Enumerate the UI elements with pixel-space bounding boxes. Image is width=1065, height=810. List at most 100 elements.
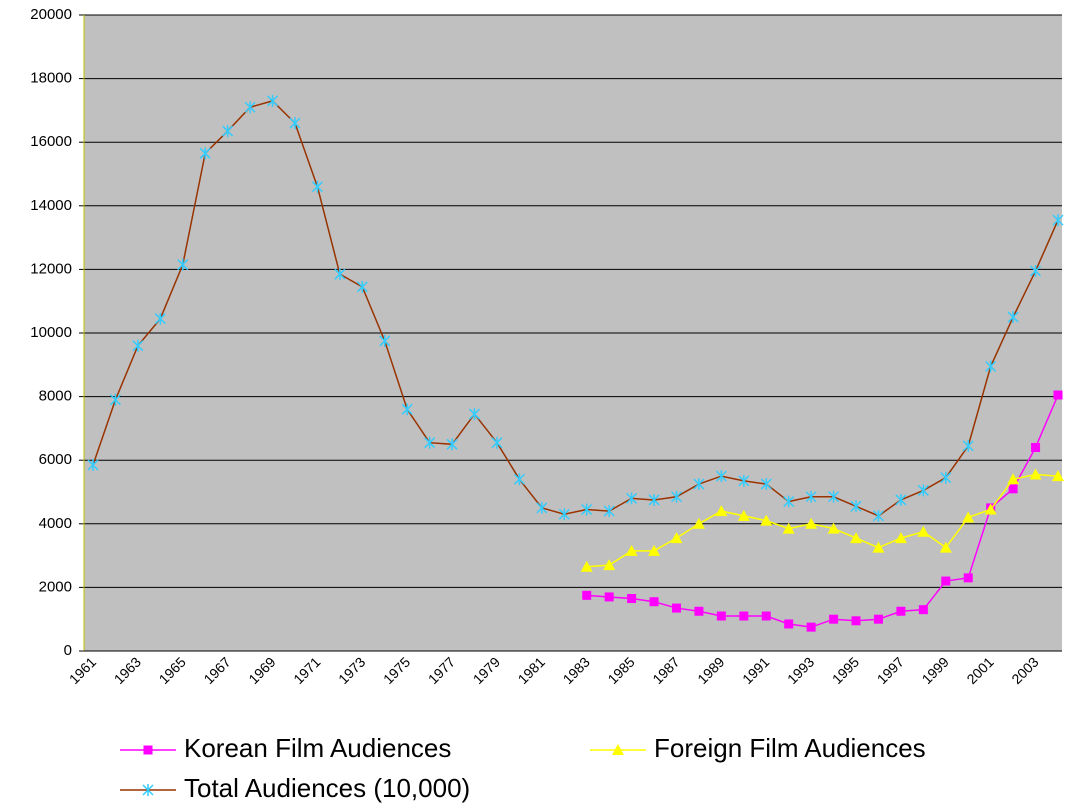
y-tick-label: 18000 (30, 70, 72, 87)
marker (805, 517, 818, 529)
marker (918, 605, 928, 615)
x-tick-label: 1983 (559, 654, 592, 687)
y-tick-label: 8000 (39, 388, 72, 405)
x-tick-label: 1989 (694, 654, 727, 687)
marker (984, 503, 997, 515)
marker (760, 478, 772, 491)
marker (603, 559, 616, 571)
marker (962, 439, 974, 452)
y-tick-label: 14000 (30, 197, 72, 214)
marker (827, 522, 840, 534)
marker (649, 597, 659, 607)
marker (109, 393, 121, 406)
marker (604, 592, 614, 602)
marker (1031, 442, 1041, 452)
marker (693, 478, 705, 491)
marker (1052, 470, 1064, 482)
marker (739, 611, 749, 621)
legend-label: Korean Film Audiences (184, 733, 451, 763)
marker (199, 147, 211, 160)
marker (805, 490, 817, 503)
y-tick-label: 16000 (30, 133, 72, 150)
marker (694, 606, 704, 616)
marker (491, 436, 503, 449)
marker (334, 268, 346, 281)
x-tick-label: 1993 (784, 654, 817, 687)
marker (670, 490, 683, 503)
marker (806, 622, 816, 632)
marker (895, 493, 907, 506)
marker (379, 334, 391, 347)
marker (715, 505, 728, 517)
marker (872, 509, 884, 522)
marker (829, 614, 839, 624)
marker (692, 517, 705, 529)
marker (627, 594, 637, 604)
x-tick-label: 1971 (290, 654, 323, 687)
x-tick-label: 1991 (739, 654, 772, 687)
marker (87, 458, 99, 471)
marker (1053, 390, 1063, 400)
marker (142, 784, 154, 796)
marker (1029, 468, 1042, 480)
marker (424, 436, 436, 449)
y-tick-label: 20000 (30, 6, 72, 23)
y-tick-label: 4000 (39, 515, 72, 532)
y-tick-label: 10000 (30, 324, 72, 341)
marker (851, 616, 861, 626)
marker (177, 258, 189, 271)
marker (784, 619, 794, 629)
x-tick-label: 1997 (874, 654, 907, 687)
marker (985, 360, 997, 373)
marker (513, 473, 525, 486)
series-line (586, 473, 1059, 568)
y-tick-label: 12000 (30, 260, 72, 277)
marker (873, 614, 883, 624)
marker (783, 495, 795, 508)
marker (850, 500, 862, 513)
marker (716, 611, 726, 621)
x-tick-label: 2001 (963, 654, 996, 687)
marker (356, 280, 368, 293)
marker (941, 576, 951, 586)
marker (603, 505, 615, 518)
marker (582, 590, 592, 600)
marker (896, 606, 906, 616)
x-tick-label: 1985 (604, 654, 637, 687)
marker (760, 514, 773, 526)
marker (311, 180, 323, 193)
x-tick-label: 1963 (111, 654, 144, 687)
marker (446, 438, 458, 451)
marker (963, 573, 973, 583)
marker (671, 603, 681, 613)
x-tick-label: 1975 (380, 654, 413, 687)
marker (612, 744, 624, 755)
marker (1008, 484, 1018, 494)
marker (1052, 214, 1064, 227)
marker (1007, 311, 1019, 324)
marker (782, 522, 795, 534)
x-tick-label: 1973 (335, 654, 368, 687)
legend-label: Total Audiences (10,000) (184, 773, 470, 803)
marker (1030, 264, 1042, 277)
marker (536, 501, 548, 514)
x-tick-label: 1979 (470, 654, 503, 687)
marker (1007, 473, 1020, 485)
marker (670, 532, 683, 544)
marker (222, 125, 234, 138)
x-tick-label: 1995 (829, 654, 862, 687)
marker (872, 541, 885, 553)
marker (761, 611, 771, 621)
marker (244, 101, 256, 114)
x-tick-label: 1965 (156, 654, 189, 687)
marker (154, 312, 166, 325)
marker (828, 490, 840, 503)
x-tick-label: 1999 (919, 654, 952, 687)
marker (738, 474, 750, 487)
x-tick-label: 2003 (1008, 654, 1041, 687)
marker (850, 532, 863, 544)
marker (580, 560, 593, 572)
marker (737, 509, 750, 521)
marker (940, 471, 952, 484)
